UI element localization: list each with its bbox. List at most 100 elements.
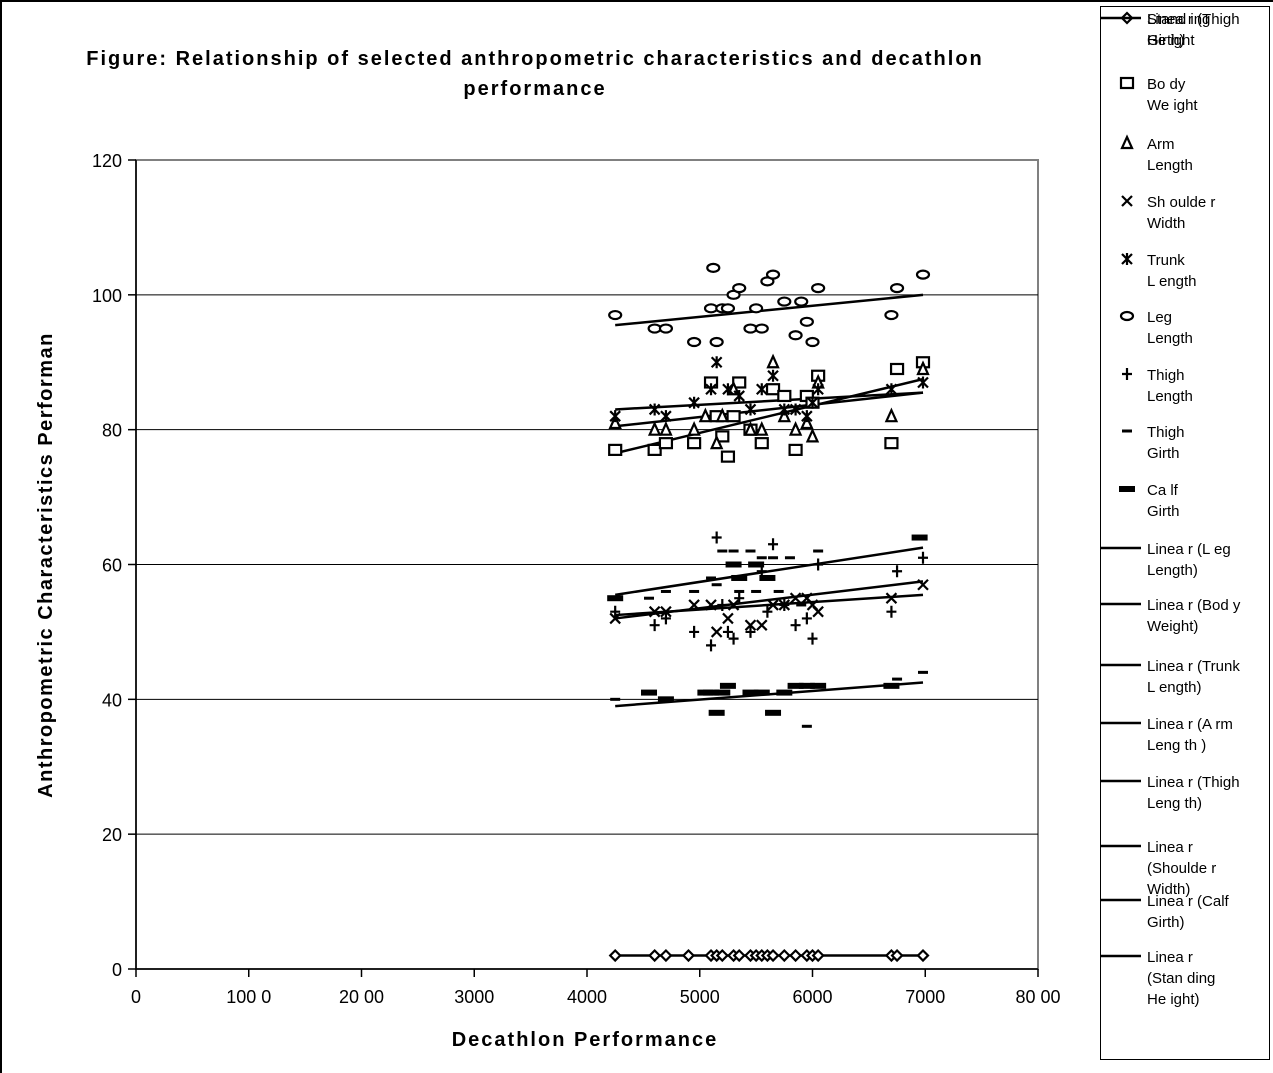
data-point-bigdash [719, 682, 736, 689]
data-point-asterisk [789, 403, 802, 416]
data-point-x [812, 605, 824, 618]
legend-label: Linea r (L eg Length) [1147, 541, 1231, 579]
data-point-triangle [805, 427, 820, 443]
data-point-diamond [766, 948, 780, 963]
data-point-square [720, 450, 736, 463]
data-point-smalldash [689, 589, 700, 593]
data-point-smalldash [813, 549, 824, 553]
data-point-triangle [800, 414, 814, 430]
data-point-diamond [789, 948, 803, 963]
data-point-bigdash [641, 689, 658, 696]
legend-marker-ellipse [1119, 310, 1135, 322]
legend-marker-smalldash [1122, 429, 1132, 433]
data-point-x [722, 612, 734, 625]
legend-marker-plus [1122, 368, 1132, 380]
x-tick-label: 80 00 [1015, 987, 1060, 1007]
data-point-asterisk [609, 410, 621, 423]
legend-symbol [1120, 134, 1134, 150]
data-point-plus [734, 592, 745, 605]
data-point-smalldash [717, 549, 728, 553]
data-point-smalldash [796, 603, 807, 607]
data-point-asterisk [755, 383, 768, 396]
legend-symbol [1122, 368, 1132, 380]
trendline-asterisk [615, 391, 924, 411]
data-point-asterisk [648, 403, 661, 416]
data-point-asterisk [688, 396, 700, 409]
data-point-asterisk [705, 383, 717, 396]
data-point-asterisk [767, 369, 779, 382]
legend-label: Linea r (Thigh Girth) [1147, 11, 1240, 49]
y-tick-label: 60 [102, 556, 122, 576]
data-point-ellipse [754, 323, 769, 334]
data-point-triangle [659, 421, 673, 436]
data-point-square [754, 437, 769, 450]
legend-label: Leg Length [1147, 309, 1193, 347]
y-tick-label: 0 [112, 960, 122, 980]
scatter-chart: 0 20 40 60 80 100 120 0 100 0 20 00 3000 4000 5000 60… [35, 151, 1061, 1051]
axes [128, 159, 1039, 977]
x-tick-label: 4000 [567, 987, 607, 1007]
legend-symbol [1122, 429, 1132, 433]
data-point-bigdash [753, 689, 770, 696]
data-point-bigdash [883, 682, 900, 689]
data-point-ellipse [794, 296, 809, 307]
data-point-ellipse [687, 336, 702, 348]
data-point-asterisk [885, 383, 898, 396]
legend-symbol [1101, 546, 1141, 550]
data-point-smalldash [745, 549, 756, 553]
data-point-ellipse [805, 336, 820, 348]
data-point-plus [717, 598, 728, 611]
data-point-triangle [687, 421, 701, 436]
data-point-diamond [608, 948, 622, 963]
data-point-x [710, 626, 723, 638]
data-point-ellipse [915, 269, 931, 280]
data-point-x [789, 592, 802, 604]
data-point-plus [728, 632, 739, 645]
data-point-smalldash [801, 724, 812, 728]
data-point-bigdash [714, 689, 731, 696]
data-point-asterisk [917, 376, 929, 389]
data-point-plus [711, 531, 722, 544]
data-point-x [705, 599, 717, 611]
x-tick-label: 100 0 [226, 987, 271, 1007]
x-tick-label: 6000 [792, 987, 832, 1007]
data-point-smalldash [660, 589, 671, 593]
data-point-x [917, 578, 929, 591]
data-point-diamond [681, 948, 696, 963]
x-tick-label: 3000 [454, 987, 494, 1007]
legend-symbol [1119, 486, 1135, 492]
data-point-square [726, 410, 741, 423]
data-point-triangle [698, 407, 713, 423]
data-point-plus [649, 619, 660, 632]
data-point-triangle [755, 421, 769, 436]
x-tick-label: 20 00 [339, 987, 384, 1007]
data-point-smalldash [728, 549, 739, 553]
gridlines [136, 294, 1038, 835]
data-point-ellipse [765, 269, 781, 280]
data-point-square [608, 443, 623, 456]
data-point-ellipse [732, 282, 747, 294]
data-point-triangle [608, 414, 622, 430]
data-point-plus [886, 605, 897, 618]
chart-title: Figure: Relationship of selected anthrop… [86, 48, 984, 100]
legend-label: Bo dy We ight [1147, 76, 1198, 114]
legend-symbol [1101, 844, 1141, 848]
data-point-bigdash [607, 595, 624, 602]
data-point-triangle [884, 407, 899, 423]
legend-label: Linea r (Bod y Weight) [1147, 597, 1241, 635]
legend-symbol [1119, 76, 1135, 90]
data-point-diamond [715, 948, 729, 963]
data-point-ellipse [889, 282, 905, 294]
data-point-triangle [777, 407, 792, 423]
data-point-x [688, 599, 700, 611]
legend-symbol [1101, 663, 1141, 667]
data-point-plus [722, 625, 733, 638]
data-point-plus [745, 625, 756, 638]
data-point-ellipse [788, 330, 803, 341]
data-point-triangle [788, 421, 803, 436]
data-point-bigdash [708, 709, 725, 716]
data-point-triangle [743, 421, 758, 436]
x-axis-label: Decathlon Performance [452, 1029, 719, 1051]
data-point-plus [610, 605, 621, 618]
